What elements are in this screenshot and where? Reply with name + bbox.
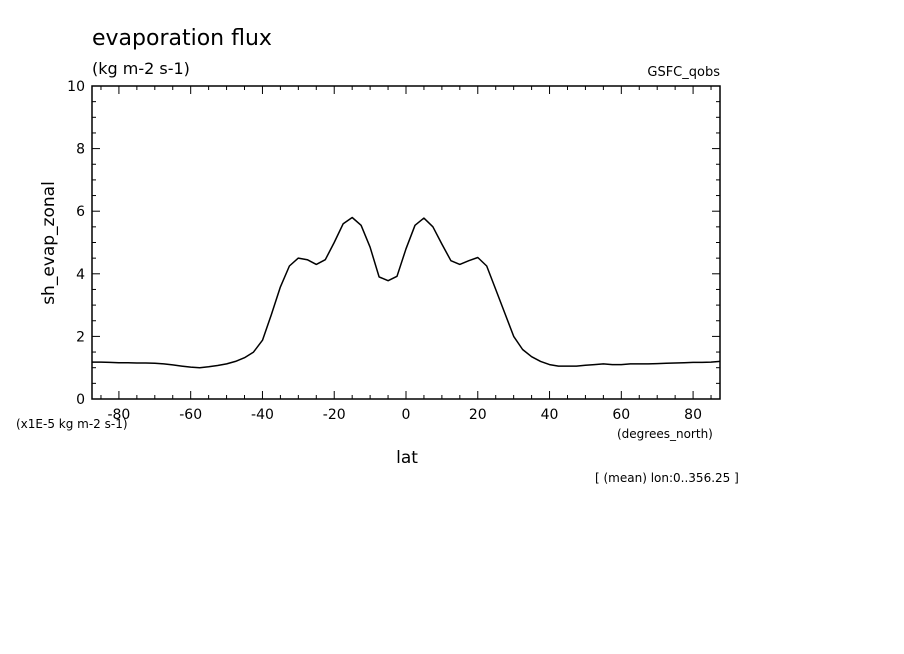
x-axis-label: lat <box>396 448 418 468</box>
x-tick-label: -40 <box>251 407 274 423</box>
plot-frame <box>91 85 721 400</box>
chart-units: (kg m-2 s-1) <box>92 59 190 78</box>
x-tick-label: 0 <box>402 407 411 423</box>
x-tick-label: -60 <box>179 407 202 423</box>
y-tick-label: 10 <box>67 79 85 95</box>
x-tick-label: 40 <box>541 407 559 423</box>
y-scale-note: (x1E-5 kg m-2 s-1) <box>16 417 128 431</box>
x-tick-label: -80 <box>107 407 130 423</box>
x-units-label: (degrees_north) <box>617 427 713 441</box>
y-tick-label: 6 <box>76 204 85 220</box>
axis-ticks <box>92 85 720 400</box>
y-tick-label: 4 <box>76 267 85 283</box>
series-line <box>92 216 721 369</box>
series-group <box>92 216 721 369</box>
y-tick-label: 8 <box>76 142 85 158</box>
y-tick-label: 2 <box>76 329 85 345</box>
x-tick-label: 80 <box>684 407 702 423</box>
y-axis-label: sh_evap_zonal <box>39 181 59 305</box>
x-tick-labels: -80 -60 -40 -20 0 20 40 60 80 <box>107 407 702 423</box>
footer-note: [ (mean) lon:0..356.25 ] <box>595 471 739 485</box>
x-tick-label: 20 <box>469 407 487 423</box>
y-tick-label: 0 <box>76 392 85 408</box>
chart-title: evaporation flux <box>92 26 272 51</box>
y-tick-labels: 0 2 4 6 8 10 <box>67 79 85 408</box>
x-tick-label: 60 <box>612 407 630 423</box>
x-tick-label: -20 <box>323 407 346 423</box>
chart-source: GSFC_qobs <box>647 65 720 80</box>
